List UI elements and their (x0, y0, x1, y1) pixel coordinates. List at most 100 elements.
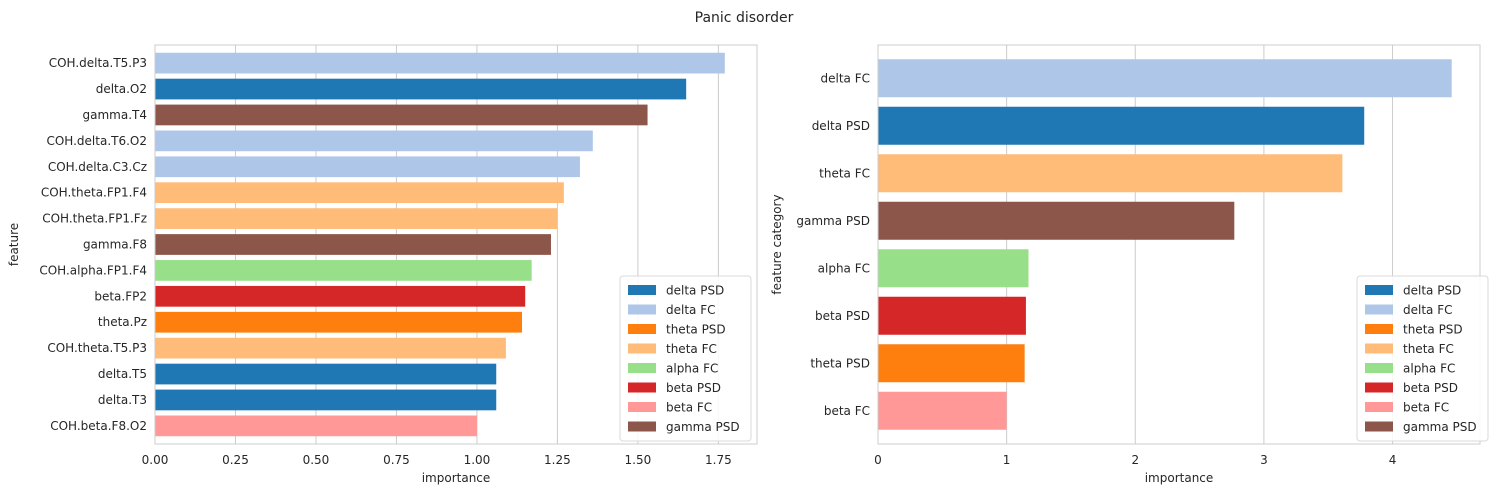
legend-swatch (628, 304, 656, 315)
y-tick-label: delta PSD (812, 119, 870, 133)
legend-label: beta PSD (1403, 381, 1458, 395)
legend-label: beta FC (1403, 401, 1449, 415)
y-tick-label: alpha FC (818, 261, 870, 275)
legend-label: beta PSD (666, 381, 721, 395)
bar (155, 389, 497, 411)
bar (878, 106, 1365, 145)
legend-swatch (1365, 324, 1393, 334)
legend-label: alpha FC (1403, 362, 1455, 376)
y-tick-label: theta PSD (810, 356, 870, 370)
legend-label: theta FC (666, 342, 717, 356)
bar (155, 311, 522, 333)
y-tick-label: theta FC (819, 166, 870, 180)
legend-label: beta FC (666, 401, 712, 415)
bar (878, 59, 1452, 98)
legend: delta PSD delta FC theta PSD theta FC alpha … (619, 275, 752, 442)
y-tick-label: COH.theta.T5.P3 (47, 341, 147, 355)
legend-label: delta PSD (1403, 284, 1461, 298)
x-tick-label: 2 (1131, 453, 1139, 467)
y-tick-label: COH.delta.T6.O2 (46, 134, 147, 148)
y-tick-label: delta.T3 (98, 393, 147, 407)
legend-label: gamma PSD (666, 420, 740, 434)
legend-label: delta FC (666, 303, 716, 317)
x-axis-label: importance (422, 471, 491, 485)
legend-label: delta FC (1403, 303, 1453, 317)
x-tick-label: 0 (874, 453, 882, 467)
x-tick-label: 1.00 (464, 453, 491, 467)
y-tick-label: COH.theta.FP1.F4 (41, 186, 147, 200)
bar (155, 52, 725, 74)
y-axis-label: feature (7, 223, 21, 266)
bar (155, 234, 551, 255)
legend-swatch (1365, 402, 1393, 412)
x-tick-label: 4 (1389, 453, 1397, 467)
legend-swatch (628, 402, 656, 412)
y-tick-label: beta.FP2 (94, 289, 147, 303)
legend-swatch (628, 324, 656, 334)
category-importance-chart: 0 1 2 3 4 delta FC delta PSD theta FC gamma PSD a… (770, 44, 1489, 485)
y-tick-label: beta PSD (815, 309, 870, 323)
y-tick-label: COH.delta.C3.Cz (48, 160, 147, 174)
legend-label: alpha FC (666, 362, 718, 376)
feature-importance-chart: 0.00 0.25 0.50 0.75 1.00 1.25 1.50 1.75 COH.delt… (7, 44, 758, 485)
y-tick-label: gamma.F8 (83, 238, 147, 252)
legend-box (619, 275, 752, 442)
y-tick-label: delta.O2 (96, 82, 147, 96)
bar (155, 285, 526, 307)
bar (155, 363, 497, 385)
legend-swatch (1365, 363, 1393, 373)
legend-swatch (1365, 304, 1393, 315)
legend-swatch (628, 343, 656, 354)
axes-frame (877, 44, 1481, 445)
y-tick-label: beta FC (824, 404, 870, 418)
bar (155, 104, 648, 126)
bar (155, 182, 564, 204)
x-tick-label: 0.50 (303, 453, 330, 467)
legend-label: gamma PSD (1403, 420, 1477, 434)
x-tick-label: 3 (1260, 453, 1268, 467)
y-tick-label: delta FC (821, 71, 871, 85)
y-tick-label: gamma.T4 (83, 108, 147, 122)
x-tick-label: 1.25 (544, 453, 571, 467)
bar (155, 156, 580, 178)
bar (155, 337, 506, 359)
legend-swatch (1365, 343, 1393, 354)
legend-swatch (628, 382, 656, 393)
bar (878, 344, 1025, 383)
x-tick-label: 0.75 (383, 453, 410, 467)
x-tick-label: 1 (1003, 453, 1011, 467)
x-tick-label: 0.25 (222, 453, 249, 467)
bar (155, 78, 687, 100)
y-tick-label: gamma PSD (796, 214, 870, 228)
legend-label: theta PSD (666, 323, 726, 337)
legend-swatch (1365, 285, 1393, 295)
x-tick-label: 1.50 (625, 453, 652, 467)
axes-frame (154, 44, 758, 445)
y-tick-label: COH.delta.T5.P3 (49, 56, 147, 70)
bar (155, 208, 558, 229)
y-tick-label: COH.alpha.FP1.F4 (39, 263, 147, 277)
chart-title: Panic disorder (695, 10, 794, 26)
x-tick-label: 1.75 (705, 453, 732, 467)
legend-swatch (628, 421, 656, 432)
x-tick-label: 0.00 (142, 453, 169, 467)
y-tick-label: COH.beta.F8.O2 (50, 419, 147, 433)
bar (155, 130, 593, 152)
legend-label: theta PSD (1403, 323, 1463, 337)
bar (878, 391, 1007, 430)
bar (878, 201, 1235, 240)
x-axis-label: importance (1145, 471, 1214, 485)
y-tick-label: delta.T5 (98, 367, 147, 381)
legend: delta PSD delta FC theta PSD theta FC alpha … (1356, 275, 1489, 442)
y-axis-label: feature category (770, 194, 784, 294)
bar (155, 415, 477, 437)
legend-swatch (628, 285, 656, 295)
legend-swatch (1365, 382, 1393, 393)
legend-label: theta FC (1403, 342, 1454, 356)
y-tick-label: theta.Pz (98, 315, 147, 329)
bar (878, 154, 1343, 193)
legend-box (1356, 275, 1489, 442)
legend-swatch (1365, 421, 1393, 432)
y-tick-label: COH.theta.FP1.Fz (42, 212, 147, 226)
